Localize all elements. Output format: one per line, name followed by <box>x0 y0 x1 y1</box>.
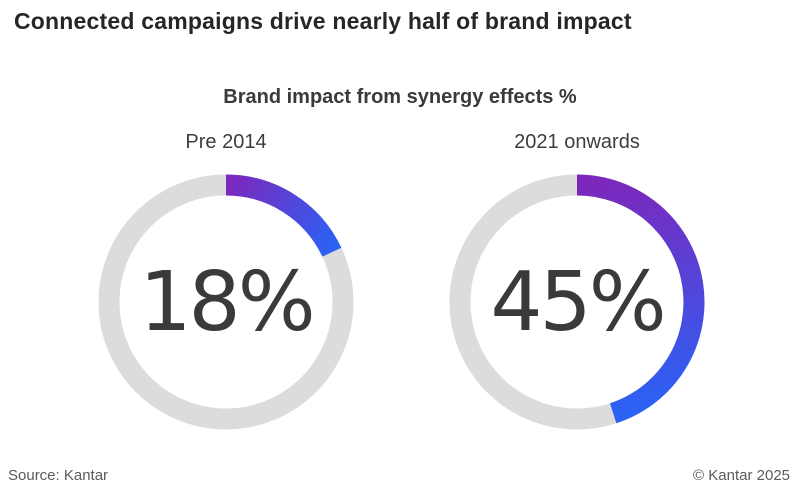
donut-chart-2021-onwards: 45% <box>449 174 705 430</box>
donut-label-pre-2014: Pre 2014 <box>185 131 267 153</box>
source-note: Source: Kantar <box>8 467 109 484</box>
donut-svg <box>98 174 354 430</box>
donut-track <box>98 174 354 430</box>
donut-column-pre-2014: Pre 2014 18% <box>98 130 354 430</box>
page-title: Connected campaigns drive nearly half of… <box>14 8 632 34</box>
donut-column-2021-onwards: 2021 onwards 45% <box>449 130 705 430</box>
copyright-note: © Kantar 2025 <box>693 467 790 484</box>
donut-arc <box>225 174 342 257</box>
donut-chart-pre-2014: 18% <box>98 174 354 430</box>
chart-title: Brand impact from synergy effects % <box>223 86 577 108</box>
donut-svg <box>449 174 705 430</box>
donut-label-2021-onwards: 2021 onwards <box>514 131 640 153</box>
footer: Source: Kantar © Kantar 2025 <box>8 467 790 484</box>
donut-arc <box>576 174 705 424</box>
